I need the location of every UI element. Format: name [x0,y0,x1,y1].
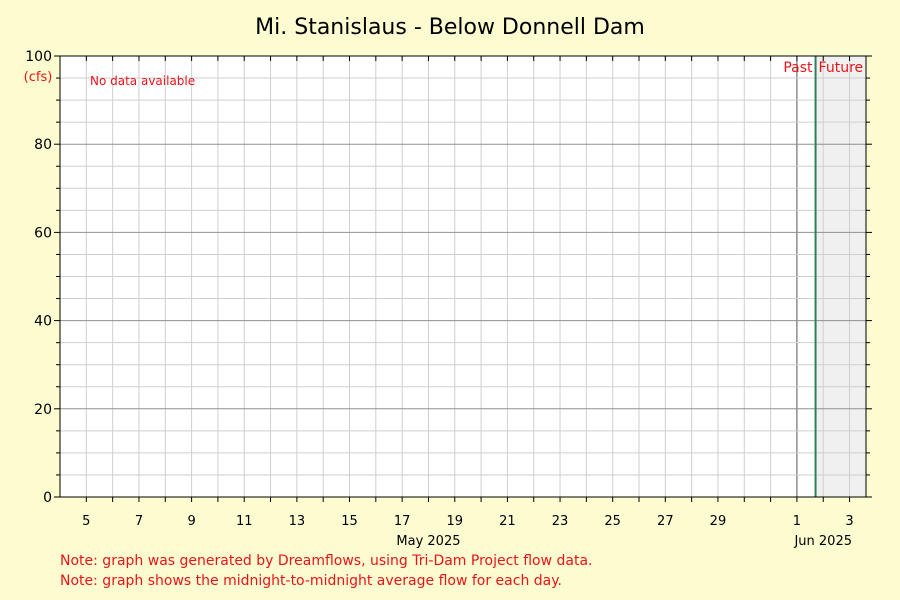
y-tick-label: 100 [25,49,52,65]
x-tick-label: 5 [82,514,90,529]
y-tick-label: 60 [34,225,52,241]
x-tick-label: 13 [289,514,306,529]
x-tick-label: 17 [394,514,411,529]
x-tick-label: 9 [187,514,195,529]
x-month-label: Jun 2025 [793,534,852,549]
past-label: Past [783,60,813,76]
note-averaging: Note: graph shows the midnight-to-midnig… [60,573,562,589]
grid [60,56,866,497]
x-tick-label: 23 [552,514,569,529]
y-tick-label: 80 [34,137,52,153]
y-tick-label: 0 [43,490,52,506]
x-tick-label: 1 [793,514,801,529]
y-tick-label: 40 [34,314,52,330]
x-tick-label: 11 [236,514,253,529]
x-tick-label: 15 [341,514,358,529]
x-tick-label: 7 [135,514,143,529]
x-tick-label: 29 [710,514,727,529]
x-tick-label: 3 [845,514,853,529]
x-month-label: May 2025 [396,534,460,549]
chart-title: Mi. Stanislaus - Below Donnell Dam [255,15,645,40]
note-data-source: Note: graph was generated by Dreamflows,… [60,553,593,569]
y-tick-label: 20 [34,402,52,418]
future-label: Future [819,60,864,76]
x-tick-label: 25 [604,514,621,529]
no-data-message: No data available [90,74,195,88]
x-tick-label: 27 [657,514,674,529]
y-axis-label: (cfs) [24,70,53,85]
x-tick-label: 21 [499,514,516,529]
x-tick-label: 19 [447,514,464,529]
